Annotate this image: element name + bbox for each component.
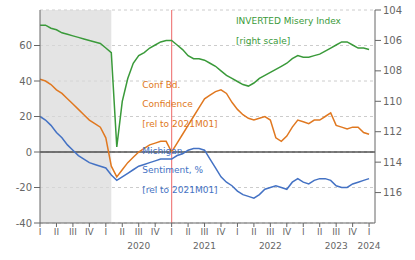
svg-text:III: III: [135, 227, 143, 237]
svg-text:112: 112: [383, 126, 402, 137]
svg-text:114: 114: [383, 157, 402, 168]
svg-text:0: 0: [26, 147, 32, 158]
svg-text:110: 110: [383, 96, 402, 107]
svg-text:II: II: [54, 227, 59, 237]
html-text:2020: 2020: [127, 241, 151, 251]
html-text:2022: 2022: [258, 241, 282, 251]
html-text:2024: 2024: [357, 241, 381, 251]
svg-text:I: I: [39, 227, 42, 237]
html-text:Sentiment, %: Sentiment, %: [142, 165, 203, 176]
html-text:2021: 2021: [193, 241, 216, 251]
svg-text:III: III: [69, 227, 77, 237]
svg-text:106: 106: [383, 35, 402, 46]
svg-text:I: I: [302, 227, 305, 237]
html-text:Michigan: Michigan: [142, 146, 183, 157]
html-text:[right scale]: [right scale]: [236, 35, 291, 46]
svg-text:IV: IV: [85, 227, 95, 237]
svg-text:III: III: [201, 227, 209, 237]
html-text:[rel to 2021M01]: [rel to 2021M01]: [142, 118, 218, 129]
svg-text:II: II: [317, 227, 322, 237]
svg-text:-40: -40: [16, 218, 32, 229]
svg-text:IV: IV: [217, 227, 227, 237]
svg-text:II: II: [185, 227, 190, 237]
svg-text:III: III: [332, 227, 340, 237]
svg-text:104: 104: [383, 5, 402, 16]
svg-text:II: II: [120, 227, 125, 237]
svg-text:IV: IV: [151, 227, 161, 237]
svg-text:60: 60: [19, 40, 32, 51]
svg-text:IV: IV: [348, 227, 358, 237]
html-text:2023: 2023: [324, 241, 348, 251]
svg-text:II: II: [251, 227, 256, 237]
html-text:[rel to 2021M01]: [rel to 2021M01]: [142, 184, 218, 195]
svg-text:108: 108: [383, 65, 402, 76]
svg-text:I: I: [368, 227, 371, 237]
svg-text:116: 116: [383, 187, 402, 198]
html-text:INVERTED Misery Index: INVERTED Misery Index: [236, 16, 341, 27]
html-text:Confidence: Confidence: [142, 99, 193, 110]
svg-text:III: III: [266, 227, 274, 237]
svg-text:40: 40: [19, 76, 32, 87]
html-text:Conf Bd.: Conf Bd.: [142, 80, 181, 91]
svg-text:-20: -20: [16, 182, 32, 193]
svg-text:I: I: [104, 227, 107, 237]
svg-text:20: 20: [19, 111, 32, 122]
svg-text:I: I: [236, 227, 239, 237]
svg-text:I: I: [170, 227, 173, 237]
svg-text:IV: IV: [282, 227, 292, 237]
